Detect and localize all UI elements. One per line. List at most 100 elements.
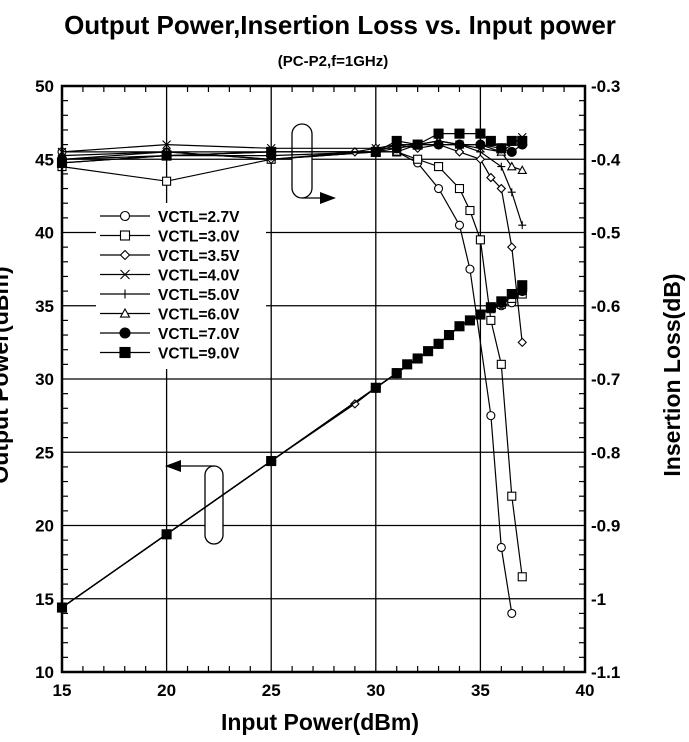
y2-tick-label: -0.4 [591, 150, 621, 169]
data-point [518, 221, 527, 230]
data-point [350, 399, 360, 409]
data-point [161, 150, 172, 161]
series-group [56, 128, 528, 613]
data-point [465, 205, 475, 216]
data-point [120, 289, 130, 299]
data-point [402, 359, 413, 370]
legend-entry-label: VCTL=4.0V [158, 268, 240, 285]
data-point [119, 327, 131, 339]
y-tick-label: 15 [35, 590, 54, 609]
data-point [443, 329, 455, 341]
data-point [517, 165, 528, 174]
right-axis-indicator-ellipse [291, 123, 313, 199]
data-point [412, 139, 423, 150]
data-point [412, 353, 423, 364]
data-point [506, 288, 517, 300]
data-point [496, 296, 507, 307]
axis-indicator-annotations [165, 123, 336, 545]
data-point [454, 128, 465, 139]
legend-entry-label: VCTL=2.7V [158, 209, 240, 226]
data-point [454, 184, 465, 194]
data-point [434, 162, 444, 172]
legend-entry-label: VCTL=5.0V [158, 287, 240, 304]
data-point [517, 135, 528, 146]
series-layer [56, 128, 528, 618]
data-point [507, 188, 516, 197]
data-point [496, 542, 506, 553]
y2-tick-label: -0.7 [591, 370, 620, 389]
data-point [119, 249, 131, 261]
plot-frame [60, 84, 587, 674]
y-tick-label: 30 [35, 370, 54, 389]
x-axis-label: Input Power(dBm) [221, 709, 419, 735]
data-point [119, 346, 131, 359]
data-point [496, 359, 506, 369]
data-point [433, 338, 444, 349]
data-point [496, 143, 507, 154]
y2-tick-label: -1.1 [591, 663, 620, 682]
data-point [485, 135, 496, 146]
x-tick-label: 40 [576, 681, 595, 700]
axes: 15 20 25 30 35 40101520253035404550-1.1-1-0.9… [35, 77, 621, 700]
y2-tick-label: -1 [591, 590, 606, 609]
y-tick-label: 45 [35, 150, 54, 169]
data-point [454, 220, 465, 230]
y-tick-label: 35 [35, 297, 54, 316]
chart-subtitle: (PC-P2,f=1GHz) [278, 53, 388, 70]
data-point [475, 139, 486, 150]
data-point [434, 184, 444, 194]
data-point [486, 411, 496, 421]
x-tick-label: 30 [366, 681, 385, 700]
legend: VCTL=2.7V VCTL=3.0V VCTL=3.5V VCTL=4.0V VCTL… [96, 203, 266, 369]
data-point [413, 154, 423, 164]
legend-entry-label: VCTL=6.0V [158, 307, 240, 324]
y2-tick-label: -0.3 [591, 77, 620, 96]
data-point [517, 337, 528, 348]
legend-entry-label: VCTL=7.0V [158, 326, 240, 343]
data-point [517, 572, 527, 582]
data-point [266, 455, 277, 467]
data-point [119, 307, 131, 318]
data-point [119, 230, 131, 241]
data-point [465, 264, 475, 274]
data-point [162, 176, 172, 186]
y-tick-label: 40 [35, 224, 54, 243]
left-axis-indicator-arrowhead [165, 460, 181, 472]
x-tick-label: 15 [53, 681, 72, 700]
data-point [496, 183, 507, 194]
x-tick-label: 20 [157, 681, 176, 700]
legend-entry-label: VCTL=3.0V [158, 229, 240, 246]
data-point [162, 140, 171, 149]
legend-entry-label: VCTL=3.5V [158, 248, 240, 265]
data-point [486, 315, 496, 325]
data-point [391, 135, 402, 146]
data-point [423, 346, 434, 357]
data-point [497, 162, 506, 171]
data-point [433, 128, 444, 139]
y-tick-label: 10 [35, 663, 54, 682]
data-point [507, 491, 517, 501]
data-point [475, 309, 486, 320]
x-tick-label: 25 [262, 681, 281, 700]
y2-tick-label: -0.9 [591, 517, 620, 536]
data-point [454, 321, 465, 332]
data-point [506, 161, 517, 171]
y-tick-label: 50 [35, 77, 54, 96]
y2-tick-label: -0.6 [591, 297, 620, 316]
data-point [506, 146, 517, 157]
data-point [119, 210, 131, 222]
data-point [506, 135, 517, 146]
data-point [486, 172, 496, 183]
data-point [266, 146, 277, 157]
data-point [475, 235, 485, 245]
y-axis-label: Output Power(dBm) [0, 266, 13, 483]
y2-tick-label: -0.8 [591, 443, 620, 462]
data-point [475, 154, 486, 165]
x-tick-label: 35 [471, 681, 490, 700]
right-axis-indicator-arrowhead [320, 192, 336, 204]
data-point [161, 529, 172, 540]
data-point [391, 368, 402, 379]
y2-axis-label: Insertion Loss(dB) [659, 273, 685, 476]
chart-title: Output Power,Insertion Loss vs. Input po… [64, 10, 616, 40]
